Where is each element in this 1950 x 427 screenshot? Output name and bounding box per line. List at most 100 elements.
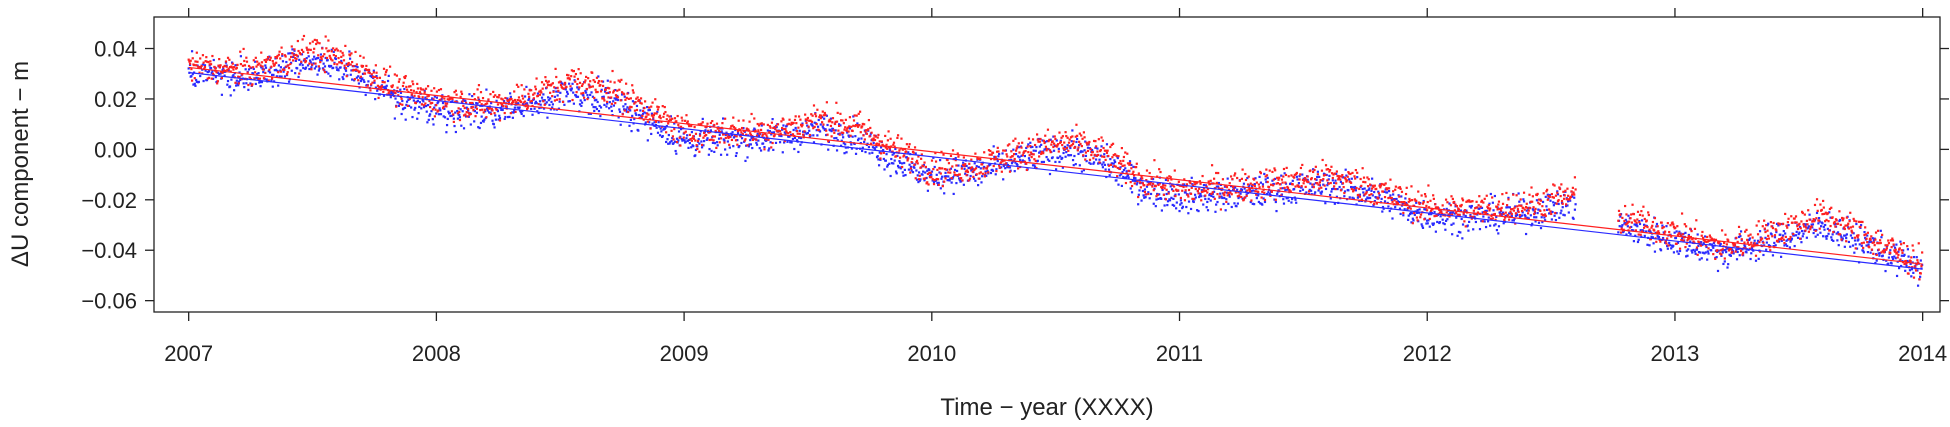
data-point: [730, 133, 734, 137]
data-point: [1714, 257, 1717, 261]
data-point: [313, 38, 316, 42]
data-point: [1631, 203, 1634, 206]
data-point: [1326, 179, 1329, 182]
data-point: [1487, 207, 1490, 210]
data-point: [1790, 237, 1794, 240]
data-point: [239, 55, 242, 58]
data-point: [300, 53, 304, 56]
data-point: [243, 85, 246, 89]
data-point: [1288, 188, 1291, 192]
data-point: [1885, 247, 1888, 250]
data-point: [974, 152, 977, 155]
data-point: [1069, 145, 1072, 148]
data-point: [248, 76, 251, 79]
data-point: [1540, 216, 1543, 219]
data-point: [1345, 179, 1349, 182]
data-point: [1393, 198, 1396, 201]
data-point: [1782, 238, 1785, 241]
data-point: [656, 108, 660, 111]
data-point: [1341, 173, 1344, 177]
data-point: [416, 99, 420, 102]
data-point: [1484, 211, 1488, 214]
data-point: [794, 115, 797, 118]
data-point: [1512, 219, 1515, 222]
data-point: [313, 67, 316, 70]
data-point: [1402, 211, 1405, 215]
data-point: [1671, 221, 1674, 224]
data-point: [1096, 150, 1099, 153]
data-point: [1904, 259, 1907, 263]
data-point: [768, 130, 771, 133]
data-point: [1559, 195, 1562, 198]
data-point: [559, 91, 562, 94]
data-point: [850, 125, 853, 128]
data-point: [542, 83, 546, 86]
data-point: [268, 71, 272, 74]
data-point: [1731, 242, 1735, 245]
data-point: [1071, 158, 1075, 162]
data-point: [538, 100, 542, 103]
data-point: [1870, 240, 1873, 244]
data-point: [736, 130, 740, 133]
data-point: [559, 80, 562, 83]
data-point: [1331, 176, 1334, 180]
data-point: [1676, 233, 1680, 237]
data-point: [1519, 215, 1522, 218]
data-point: [308, 59, 312, 62]
data-point: [1825, 237, 1828, 240]
data-point: [1205, 185, 1208, 188]
data-point: [1167, 192, 1170, 195]
data-point: [481, 108, 484, 111]
data-point: [1501, 202, 1505, 205]
data-point: [218, 66, 221, 69]
data-point: [951, 176, 955, 179]
data-point: [491, 109, 494, 112]
data-point: [426, 103, 430, 107]
data-point: [1714, 238, 1718, 241]
data-point: [293, 48, 296, 51]
data-point: [1227, 202, 1230, 205]
data-point: [306, 51, 310, 54]
data-point: [1018, 156, 1021, 159]
data-point: [961, 179, 964, 182]
data-point: [1271, 179, 1274, 182]
data-point: [1794, 221, 1797, 224]
data-point: [299, 69, 302, 72]
data-point: [1368, 187, 1371, 190]
data-point: [399, 88, 402, 91]
data-point: [1248, 190, 1252, 193]
data-point: [960, 177, 963, 180]
data-point: [1506, 213, 1509, 217]
data-point: [1872, 241, 1876, 244]
data-point: [1332, 173, 1335, 176]
data-point: [990, 153, 993, 156]
data-point: [834, 120, 837, 123]
data-point: [1059, 140, 1062, 144]
data-point: [1071, 142, 1075, 146]
data-point: [602, 97, 605, 100]
data-point: [1912, 271, 1915, 274]
data-point: [498, 114, 501, 117]
data-point: [1550, 218, 1553, 221]
data-point: [1825, 218, 1828, 222]
data-point: [755, 134, 759, 137]
data-point: [1753, 242, 1756, 245]
data-point: [1070, 144, 1073, 147]
data-point: [615, 97, 618, 100]
data-point: [1271, 170, 1274, 173]
data-point: [615, 95, 618, 98]
data-point: [840, 139, 843, 142]
data-point: [445, 102, 449, 105]
data-point: [1384, 188, 1387, 191]
data-point: [932, 181, 936, 184]
data-point: [854, 135, 857, 138]
data-point: [892, 162, 895, 165]
data-point: [1470, 206, 1473, 209]
data-point: [1801, 229, 1804, 233]
data-point: [608, 91, 611, 94]
data-point: [739, 135, 742, 138]
data-point: [594, 88, 597, 91]
data-point: [1396, 202, 1400, 205]
data-point: [906, 159, 909, 162]
data-point: [837, 129, 840, 132]
